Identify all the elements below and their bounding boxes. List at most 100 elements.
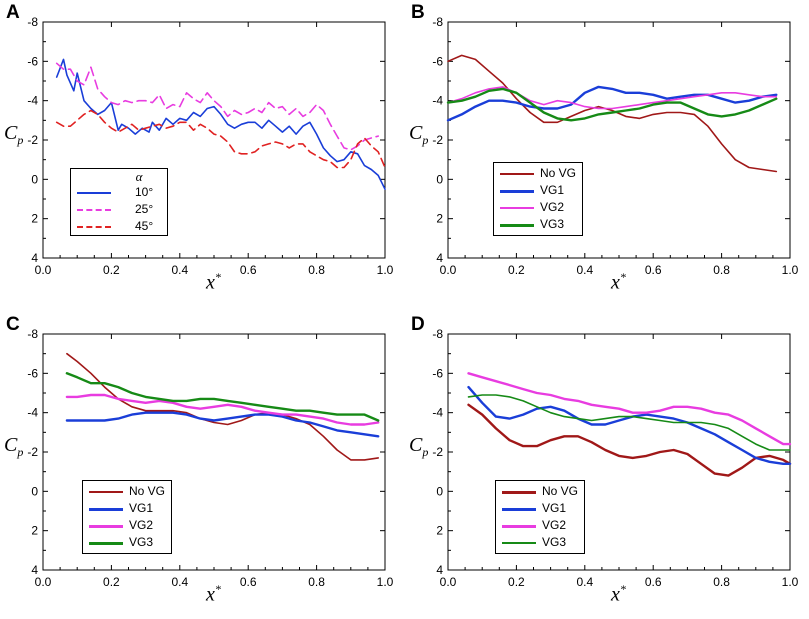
y-tick-label: -4: [432, 406, 443, 420]
y-tick-label: -8: [432, 15, 443, 29]
legend-item-no-vg: No VG: [494, 165, 582, 182]
legend-label-10deg: 10°: [135, 185, 154, 199]
panel-c-legend: No VG VG1 VG2 VG3: [82, 480, 172, 554]
legend-label-vg2: VG2: [540, 200, 565, 214]
y-tick-label: 0: [436, 484, 443, 498]
x-tick-label: 0.0: [440, 575, 457, 589]
series-line-vg2: [447, 86, 778, 110]
legend-item-vg3: VG3: [83, 534, 171, 551]
x-tick-label: 0.2: [508, 575, 525, 589]
y-tick-label: -4: [27, 94, 38, 108]
legend-swatch-vg3: [502, 542, 536, 544]
legend-item-vg3: VG3: [496, 534, 584, 551]
legend-label-vg3: VG3: [542, 535, 567, 549]
panel-c-xlabel: x*: [206, 582, 221, 606]
legend-swatch-vg3: [89, 542, 123, 545]
y-tick-label: 2: [436, 524, 443, 538]
series-line-vg3: [65, 372, 380, 422]
legend-item-25deg: 25°: [71, 201, 167, 218]
y-tick-label: -4: [27, 406, 38, 420]
x-tick-label: 1.0: [377, 575, 394, 589]
legend-swatch-vg1: [502, 508, 536, 511]
x-tick-label: 1.0: [377, 263, 394, 277]
panel-c-letter: C: [6, 314, 20, 335]
x-tick-label: 0.2: [103, 575, 120, 589]
y-tick-label: -8: [432, 327, 443, 341]
panel-a-plot: 0.0 0.2 0.4 0.6 0.8 1.0 -8 -6 -4 -2 0 2 4: [27, 15, 394, 277]
series-line-45: [55, 109, 386, 169]
legend-label-45deg: 45°: [135, 219, 154, 233]
legend-item-45deg: 45°: [71, 218, 167, 235]
y-tick-label: 0: [436, 172, 443, 186]
y-tick-label: -6: [27, 366, 38, 380]
y-tick-label: -2: [432, 133, 443, 147]
x-tick-label: 0.8: [713, 263, 730, 277]
y-tick-label: -6: [432, 54, 443, 68]
legend-label-vg1: VG1: [129, 501, 154, 515]
y-tick-label: -2: [27, 133, 38, 147]
legend-item-vg1: VG1: [83, 500, 171, 517]
x-tick-label: 0.6: [240, 263, 257, 277]
x-tick-label: 0.8: [308, 575, 325, 589]
legend-swatch-vg2: [89, 525, 123, 528]
legend-swatch-10deg: [77, 192, 111, 194]
legend-label-no-vg: No VG: [542, 484, 579, 498]
y-tick-label: 0: [31, 484, 38, 498]
legend-swatch-vg2: [502, 525, 536, 528]
y-tick-label: -2: [27, 445, 38, 459]
x-tick-label: 0.8: [308, 263, 325, 277]
x-tick-label: 0.4: [576, 575, 593, 589]
panel-a-legend: α 10° 25° 45°: [70, 168, 168, 236]
series-line-vg1: [65, 411, 380, 438]
series-line-10: [55, 58, 386, 190]
legend-swatch-vg2: [500, 207, 534, 209]
legend-swatch-no-vg: [89, 491, 123, 493]
y-tick-label: 0: [31, 172, 38, 186]
panel-d-legend: No VG VG1 VG2 VG3: [495, 480, 585, 554]
legend-item-vg2: VG2: [83, 517, 171, 534]
legend-swatch-no-vg: [500, 173, 534, 175]
series-line-vg2: [467, 372, 792, 446]
x-tick-label: 0.0: [440, 263, 457, 277]
x-tick-label: 1.0: [782, 263, 799, 277]
legend-swatch-vg3: [500, 224, 534, 227]
x-tick-label: 0.0: [35, 575, 52, 589]
x-tick-label: 1.0: [782, 575, 799, 589]
y-tick-label: 2: [31, 212, 38, 226]
panel-b-ylabel: Cp: [409, 122, 429, 147]
y-tick-label: -2: [432, 445, 443, 459]
legend-item-vg1: VG1: [496, 500, 584, 517]
panel-d-ylabel: Cp: [409, 434, 429, 459]
x-tick-label: 0.6: [645, 263, 662, 277]
panel-a-xlabel: x*: [206, 270, 221, 294]
legend-label-vg1: VG1: [542, 501, 567, 515]
x-tick-label: 0.0: [35, 263, 52, 277]
series-line-no-vg: [66, 352, 380, 461]
x-tick-label: 0.4: [171, 263, 188, 277]
y-tick-label: -4: [432, 94, 443, 108]
legend-swatch-vg1: [89, 508, 123, 511]
y-tick-label: 4: [436, 563, 443, 577]
legend-item-no-vg: No VG: [83, 483, 171, 500]
legend-label-vg2: VG2: [542, 518, 567, 532]
y-tick-label: 2: [436, 212, 443, 226]
x-tick-label: 0.4: [576, 263, 593, 277]
legend-label-vg2: VG2: [129, 518, 154, 532]
x-tick-label: 0.6: [240, 575, 257, 589]
y-tick-label: -8: [27, 327, 38, 341]
panel-c: 0.0 0.2 0.4 0.6 0.8 1.0 -8 -6 -4 -2 0 2 4 C Cp x* No…: [0, 312, 400, 617]
legend-item-no-vg: No VG: [496, 483, 584, 500]
y-tick-label: 4: [31, 563, 38, 577]
legend-label-vg1: VG1: [540, 183, 565, 197]
y-tick-label: -8: [27, 15, 38, 29]
panel-d-plot: 0.0 0.2 0.4 0.6 0.8 1.0 -8 -6 -4 -2 0 2 4: [432, 327, 799, 589]
panel-c-ylabel: Cp: [4, 434, 24, 459]
panel-a: 0.0 0.2 0.4 0.6 0.8 1.0 -8 -6 -4 -2 0 2 4 A Cp x* α …: [0, 0, 400, 305]
legend-label-no-vg: No VG: [540, 166, 577, 180]
x-tick-label: 0.4: [171, 575, 188, 589]
series-line-vg3: [446, 87, 778, 122]
legend-item-vg1: VG1: [494, 182, 582, 199]
panel-c-plot: 0.0 0.2 0.4 0.6 0.8 1.0 -8 -6 -4 -2 0 2 4: [27, 327, 394, 589]
panel-a-letter: A: [6, 2, 20, 23]
series-line-vg1: [446, 85, 778, 122]
